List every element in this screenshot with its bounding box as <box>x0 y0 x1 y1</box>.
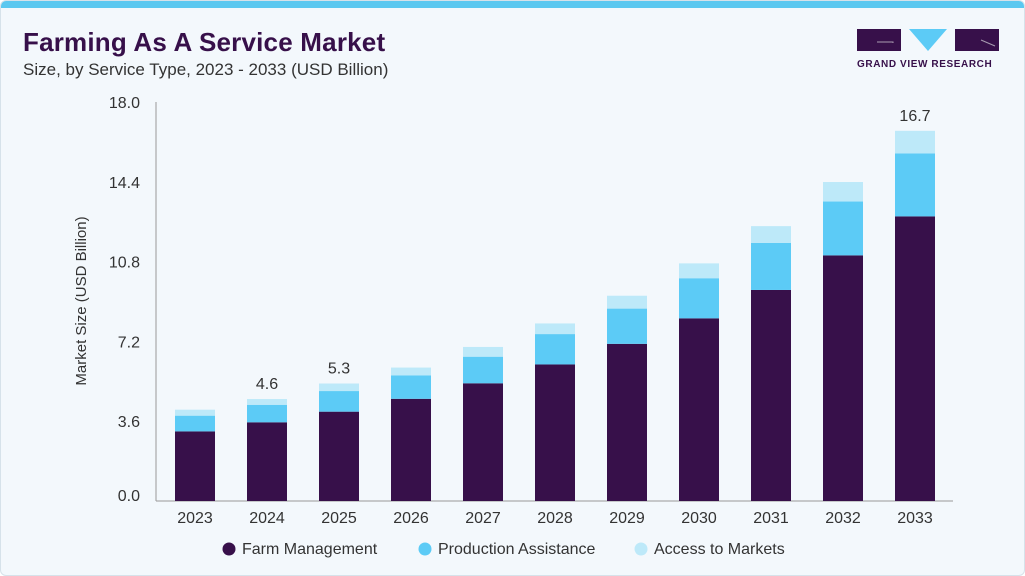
data-label: 4.6 <box>256 376 278 393</box>
bar-farm-management <box>247 422 287 501</box>
bar-farm-management <box>895 216 935 501</box>
bar-access-to-markets <box>319 383 359 392</box>
bar-farm-management <box>823 255 863 501</box>
bar-access-to-markets <box>679 263 719 279</box>
legend-label: Access to Markets <box>654 541 785 558</box>
legend-label: Production Assistance <box>438 541 596 558</box>
bar-farm-management <box>607 343 647 501</box>
bar-production-assistance <box>319 391 359 412</box>
data-label: 16.7 <box>899 108 930 125</box>
x-tick-label: 2024 <box>249 510 285 527</box>
bar-production-assistance <box>607 308 647 344</box>
legend-swatch-icon <box>634 542 648 556</box>
bar-farm-management <box>391 398 431 501</box>
x-tick-label: 2031 <box>753 510 789 527</box>
bar-access-to-markets <box>463 346 503 357</box>
legend-label: Farm Management <box>242 541 378 558</box>
x-tick-label: 2033 <box>897 510 933 527</box>
bar-farm-management <box>535 364 575 501</box>
y-tick-label: 7.2 <box>118 334 140 351</box>
bar-access-to-markets <box>607 295 647 309</box>
bar-production-assistance <box>175 415 215 432</box>
chart-title: Farming As A Service Market <box>23 27 386 57</box>
data-label: 5.3 <box>328 361 350 378</box>
bar-access-to-markets <box>391 367 431 376</box>
bar-production-assistance <box>247 404 287 423</box>
accent-bar <box>1 1 1024 8</box>
bar-production-assistance <box>391 375 431 399</box>
x-tick-label: 2023 <box>177 510 213 527</box>
x-tick-label: 2029 <box>609 510 645 527</box>
bar-access-to-markets <box>247 399 287 405</box>
y-tick-label: 3.6 <box>118 414 140 431</box>
y-tick-label: 14.4 <box>109 175 140 192</box>
bar-farm-management <box>751 289 791 501</box>
bar-access-to-markets <box>175 409 215 416</box>
bar-access-to-markets <box>535 323 575 335</box>
grand-view-research-logo <box>857 29 999 51</box>
y-tick-label: 10.8 <box>109 255 140 272</box>
bar-production-assistance <box>535 334 575 365</box>
y-tick-label: 18.0 <box>109 95 140 112</box>
bar-production-assistance <box>463 356 503 384</box>
bar-farm-management <box>175 431 215 501</box>
bar-access-to-markets <box>751 226 791 243</box>
legend-swatch-icon <box>418 542 432 556</box>
y-axis-title: Market Size (USD Billion) <box>73 216 90 385</box>
logo-text: GRAND VIEW RESEARCH <box>857 59 993 70</box>
bar-production-assistance <box>751 242 791 290</box>
bar-farm-management <box>319 411 359 501</box>
bar-farm-management <box>463 383 503 501</box>
x-tick-label: 2025 <box>321 510 357 527</box>
bar-production-assistance <box>895 153 935 217</box>
x-tick-label: 2026 <box>393 510 429 527</box>
bar-access-to-markets <box>823 182 863 202</box>
bar-production-assistance <box>823 201 863 256</box>
y-tick-label: 0.0 <box>118 488 140 505</box>
x-tick-label: 2027 <box>465 510 501 527</box>
x-tick-label: 2032 <box>825 510 861 527</box>
bar-access-to-markets <box>895 130 935 154</box>
bar-production-assistance <box>679 278 719 319</box>
bar-farm-management <box>679 318 719 501</box>
x-tick-label: 2028 <box>537 510 573 527</box>
chart-subtitle: Size, by Service Type, 2023 - 2033 (USD … <box>23 60 389 79</box>
x-tick-label: 2030 <box>681 510 717 527</box>
legend-swatch-icon <box>222 542 236 556</box>
